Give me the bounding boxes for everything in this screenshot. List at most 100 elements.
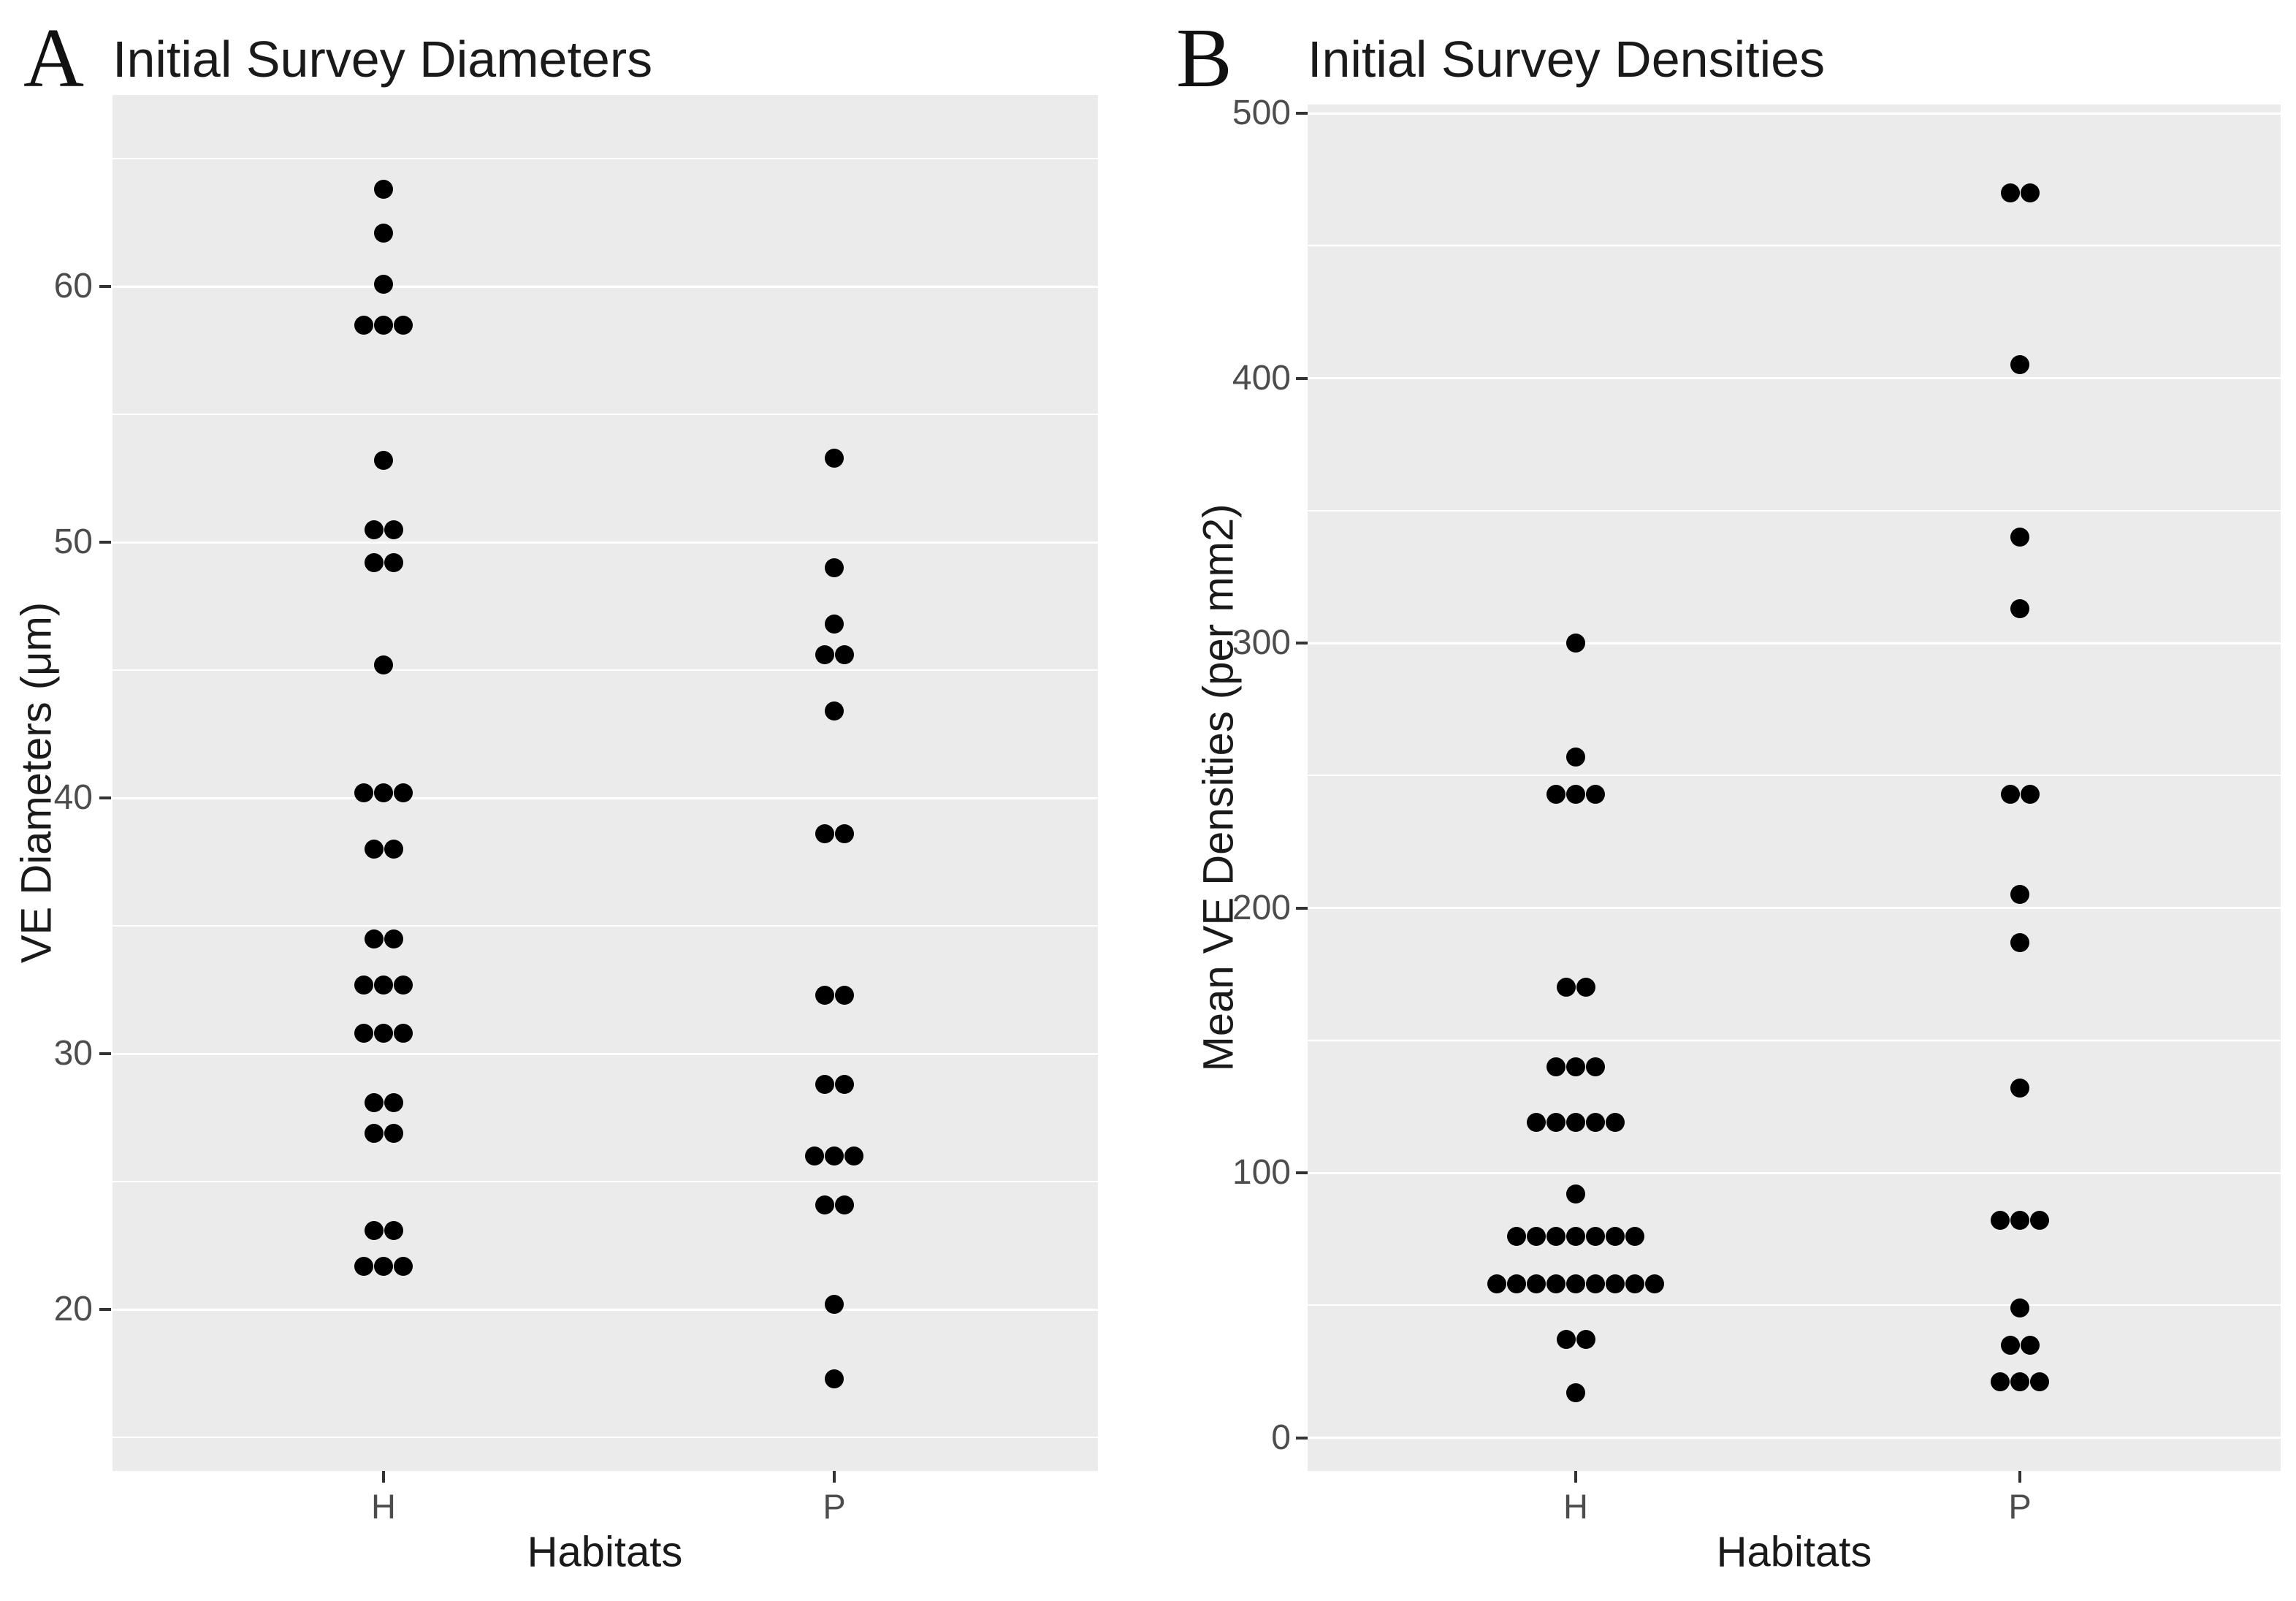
data-point-h [1586,1227,1605,1246]
y-tick-mark [1296,1171,1308,1174]
data-point-h [384,1092,403,1112]
gridline-major [1308,642,2281,644]
data-point-h [1546,1227,1565,1246]
data-point-p [2010,598,2029,618]
data-point-h [1527,1113,1546,1133]
y-tick-label: 300 [1232,623,1291,662]
y-tick-label: 400 [1232,358,1291,398]
data-point-h [364,1220,384,1240]
data-point-p [2010,885,2029,905]
data-point-h [394,1256,413,1276]
data-point-h [1566,784,1585,804]
data-point-p [2020,1335,2040,1355]
panel-b-x-axis-title: Habitats [1716,1528,1872,1576]
gridline-major [1308,907,2281,909]
data-point-h [374,655,393,674]
gridline-minor [1308,1039,2281,1041]
y-tick-mark [1296,642,1308,644]
data-point-p [844,1146,863,1165]
data-point-h [1606,1113,1625,1133]
x-tick-mark [2018,1471,2021,1483]
gridline-major [1308,1437,2281,1439]
data-point-h [374,223,393,243]
x-tick-mark [833,1471,836,1483]
data-point-h [1645,1274,1664,1294]
data-point-p [2000,784,2020,804]
gridline-minor [112,414,1098,415]
data-point-h [1606,1274,1625,1294]
y-tick-mark [99,541,111,544]
data-point-h [364,553,384,572]
y-tick-mark [99,1308,111,1311]
data-point-p [825,1146,844,1165]
data-point-h [374,180,393,199]
gridline-minor [1308,509,2281,512]
gridline-minor [112,1181,1098,1182]
gridline-major [1308,1171,2281,1174]
data-point-h [354,783,373,802]
data-point-h [1606,1227,1625,1246]
panel-a-title: Initial Survey Diameters [112,31,653,88]
data-point-h [374,315,393,335]
data-point-p [815,824,834,843]
data-point-p [834,645,854,664]
data-point-p [815,645,834,664]
data-point-p [2010,1372,2029,1392]
y-tick-mark [1296,906,1308,910]
data-point-p [2030,1372,2049,1392]
data-point-h [384,553,403,572]
y-tick-label: 20 [53,1290,93,1328]
data-point-h [1586,1113,1605,1133]
data-point-h [364,1123,384,1143]
data-point-h [384,520,403,539]
gridline-major [112,796,1098,799]
x-tick-label-h: H [1563,1487,1588,1526]
data-point-h [1625,1274,1644,1294]
data-point-h [364,520,384,539]
data-point-h [1566,1184,1585,1203]
y-tick-mark [1296,112,1308,115]
data-point-p [815,1075,834,1094]
data-point-p [834,1195,854,1214]
data-point-h [374,975,393,995]
x-tick-label-p: P [823,1487,846,1526]
y-tick-label: 0 [1271,1418,1291,1457]
data-point-h [1527,1274,1546,1294]
data-point-h [1576,1330,1595,1350]
data-point-p [2010,1298,2029,1317]
data-point-h [364,1092,384,1112]
data-point-h [1507,1274,1526,1294]
gridline-minor [112,1437,1098,1438]
data-point-h [1546,1057,1565,1076]
y-tick-label: 100 [1232,1153,1291,1192]
data-point-p [825,701,844,720]
data-point-h [384,840,403,859]
data-point-h [1566,1274,1585,1294]
data-point-h [394,783,413,802]
data-point-h [1487,1274,1506,1294]
data-point-p [815,985,834,1005]
data-point-p [805,1146,824,1165]
data-point-p [2010,1211,2029,1231]
data-point-h [354,1256,373,1276]
gridline-major [112,1052,1098,1055]
data-point-h [1556,1330,1576,1350]
data-point-h [1625,1227,1644,1246]
data-point-h [374,1024,393,1043]
data-point-h [384,1123,403,1143]
data-point-h [394,315,413,335]
data-point-h [394,1024,413,1043]
y-tick-label: 40 [53,778,93,817]
panel-a-plot-area [112,95,1098,1471]
data-point-h [374,451,393,470]
x-tick-label-p: P [2008,1487,2032,1526]
y-tick-label: 50 [53,522,93,561]
panel-b-title: Initial Survey Densities [1308,31,1826,88]
y-tick-mark [99,285,111,288]
data-point-p [2020,183,2040,202]
data-point-h [1586,784,1605,804]
data-point-p [825,558,844,577]
data-point-p [815,1195,834,1214]
y-tick-label: 30 [53,1034,93,1073]
